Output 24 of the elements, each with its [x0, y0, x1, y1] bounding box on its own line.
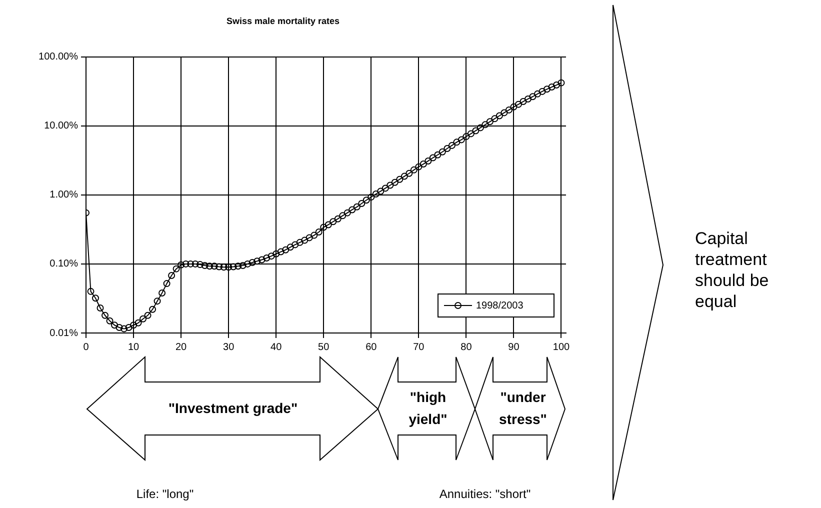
y-tick-label: 100.00%: [38, 52, 78, 63]
y-tick-label: 0.01%: [50, 328, 78, 339]
x-tick-label: 90: [508, 342, 520, 353]
text: Capital treatment should be equal: [695, 228, 770, 312]
x-tick-label: 40: [270, 342, 282, 353]
y-tick-label: 10.00%: [44, 120, 78, 132]
x-tick-label: 0: [83, 342, 90, 353]
chart-title: Swiss male mortality rates: [226, 16, 340, 26]
text: Annuities: "short": [438, 487, 532, 501]
text: "high yield": [408, 388, 448, 429]
legend-label: 1998/2003: [476, 300, 524, 312]
x-tick-label: 10: [128, 342, 140, 353]
x-tick-label: 60: [366, 342, 378, 353]
text: Life: "long": [135, 487, 195, 501]
x-tick-label: 70: [413, 342, 425, 353]
x-tick-label: 80: [460, 342, 472, 353]
y-tick-label: 1.00%: [50, 190, 78, 201]
text: "under stress": [498, 388, 548, 429]
x-tick-label: 30: [223, 342, 235, 353]
x-tick-label: 20: [175, 342, 188, 353]
text: "Investment grade": [167, 400, 299, 416]
y-tick-label: 0.10%: [50, 258, 78, 270]
x-tick-label: 50: [318, 342, 330, 353]
x-tick-label: 100: [552, 342, 570, 353]
